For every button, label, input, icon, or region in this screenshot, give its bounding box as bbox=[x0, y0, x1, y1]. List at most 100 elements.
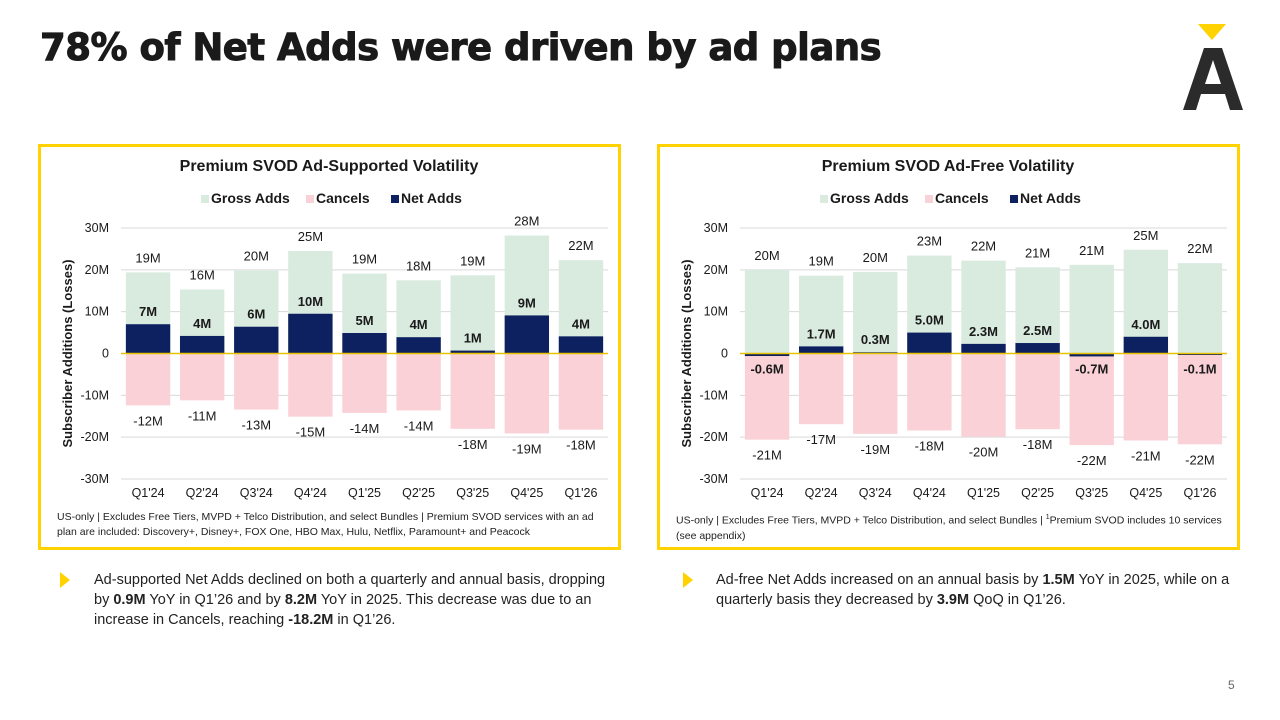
x-tick-label: Q2'25 bbox=[1021, 486, 1054, 500]
cancels-label: -13M bbox=[241, 418, 271, 433]
net-adds-bar bbox=[396, 337, 441, 354]
net-adds-label: 5.0M bbox=[915, 313, 944, 328]
x-tick-label: Q4'25 bbox=[1129, 486, 1162, 500]
page-number: 5 bbox=[1228, 678, 1235, 692]
ad-supported-insight: Ad-supported Net Adds declined on both a… bbox=[94, 570, 614, 630]
legend-label: Net Adds bbox=[401, 190, 462, 206]
cancels-bar bbox=[798, 353, 844, 425]
legend-label: Cancels bbox=[316, 190, 370, 206]
x-tick-label: Q2'24 bbox=[805, 486, 838, 500]
net-adds-bar bbox=[450, 350, 495, 354]
gross-adds-bar bbox=[1015, 267, 1060, 354]
highlight-value: 8.2M bbox=[284, 592, 318, 608]
x-tick-label: Q1'25 bbox=[967, 486, 1000, 500]
y-tick-label: 30M bbox=[704, 221, 728, 235]
net-adds-label: 4M bbox=[572, 316, 590, 331]
cancels-bar bbox=[1069, 353, 1114, 446]
net-adds-bar bbox=[125, 324, 171, 354]
y-tick-label: 20M bbox=[704, 263, 728, 277]
net-adds-label: 0.3M bbox=[861, 332, 890, 347]
footnote-superscript: 1 bbox=[1045, 514, 1050, 521]
highlight-value: 3.9M bbox=[936, 592, 970, 608]
footnote-text: US-only | Excludes Free Tiers, MVPD + Te… bbox=[57, 511, 594, 538]
net-adds-bar bbox=[288, 313, 333, 354]
y-tick-label: -10M bbox=[81, 388, 109, 402]
gross-adds-label: 20M bbox=[244, 249, 269, 264]
net-adds-label: 4M bbox=[193, 316, 211, 331]
gross-adds-label: 20M bbox=[863, 250, 888, 265]
cancels-label: -21M bbox=[752, 448, 782, 463]
cancels-bar bbox=[961, 353, 1006, 437]
legend-swatch bbox=[306, 195, 314, 203]
x-tick-label: Q3'24 bbox=[240, 486, 273, 500]
net-adds-label: -0.1M bbox=[1183, 362, 1216, 377]
gross-adds-label: 28M bbox=[514, 214, 539, 229]
ad-free-footnote: US-only | Excludes Free Tiers, MVPD + Te… bbox=[676, 510, 1228, 544]
cancels-label: -22M bbox=[1077, 453, 1107, 468]
net-adds-bar bbox=[558, 336, 604, 354]
x-tick-label: Q4'25 bbox=[510, 486, 543, 500]
gross-adds-bar bbox=[1069, 264, 1114, 354]
y-tick-label: 20M bbox=[85, 263, 109, 277]
gross-adds-label: 22M bbox=[1187, 241, 1212, 256]
insight-text: Ad-supported Net Adds declined on both a… bbox=[94, 572, 606, 608]
x-tick-label: Q4'24 bbox=[294, 486, 327, 500]
net-adds-label: 7M bbox=[139, 304, 157, 319]
highlight-value: 0.9M bbox=[113, 592, 146, 608]
insight-text: YoY in 2025. This decrease was due to an… bbox=[94, 592, 592, 628]
legend-label: Cancels bbox=[935, 190, 989, 206]
footnote-text: US-only | Excludes Free Tiers, MVPD + Te… bbox=[676, 514, 1046, 527]
cancels-bar bbox=[179, 353, 225, 401]
gross-adds-label: 19M bbox=[460, 253, 485, 268]
gross-adds-label: 16M bbox=[190, 267, 215, 282]
cancels-bar bbox=[744, 353, 790, 440]
y-tick-label: -20M bbox=[81, 430, 109, 444]
gross-adds-label: 19M bbox=[135, 250, 160, 265]
gross-adds-label: 22M bbox=[568, 238, 593, 253]
gross-adds-label: 19M bbox=[352, 252, 377, 267]
page-title: 78% of Net Adds were driven by ad plans bbox=[39, 26, 882, 70]
x-tick-label: Q1'26 bbox=[1183, 486, 1216, 500]
y-tick-label: 10M bbox=[85, 305, 109, 319]
gross-adds-label: 25M bbox=[1133, 228, 1158, 243]
highlight-value: -18.2M bbox=[288, 612, 334, 628]
cancels-bar bbox=[450, 353, 495, 429]
insight-text: QoQ in Q1’26. bbox=[969, 592, 1066, 608]
y-tick-label: -20M bbox=[700, 430, 728, 444]
x-tick-label: Q1'25 bbox=[348, 486, 381, 500]
x-tick-label: Q1'24 bbox=[751, 486, 784, 500]
gross-adds-label: 19M bbox=[809, 254, 834, 269]
cancels-label: -19M bbox=[860, 442, 890, 457]
x-tick-label: Q3'25 bbox=[456, 486, 489, 500]
bullet-arrow-icon bbox=[60, 572, 70, 588]
insight-text: in Q1’26. bbox=[333, 612, 396, 628]
cancels-bar bbox=[342, 353, 387, 413]
y-tick-label: -30M bbox=[81, 472, 109, 486]
cancels-label: -18M bbox=[1023, 437, 1053, 452]
net-adds-label: 1.7M bbox=[807, 326, 836, 341]
y-tick-label: -10M bbox=[700, 388, 728, 402]
cancels-label: -20M bbox=[969, 445, 999, 460]
net-adds-bar bbox=[504, 315, 550, 354]
legend-swatch bbox=[391, 195, 399, 203]
y-tick-label: 30M bbox=[85, 221, 109, 235]
ad-supported-volatility-chart: Premium SVOD Ad-Supported Volatility Gros… bbox=[60, 158, 608, 500]
y-tick-label: 10M bbox=[704, 305, 728, 319]
cancels-bar bbox=[853, 353, 898, 434]
legend-label: Gross Adds bbox=[211, 190, 290, 206]
cancels-label: -14M bbox=[350, 421, 380, 436]
net-adds-bar bbox=[234, 326, 279, 354]
net-adds-label: 10M bbox=[298, 294, 323, 309]
x-tick-label: Q4'24 bbox=[913, 486, 946, 500]
net-adds-bar bbox=[1069, 353, 1114, 357]
cancels-bar bbox=[1123, 353, 1169, 441]
cancels-label: -12M bbox=[133, 413, 163, 428]
cancels-bar bbox=[907, 353, 952, 431]
x-tick-label: Q2'24 bbox=[186, 486, 219, 500]
net-adds-bar bbox=[961, 343, 1006, 354]
ad-supported-footnote: US-only | Excludes Free Tiers, MVPD + Te… bbox=[57, 510, 609, 540]
cancels-bar bbox=[288, 353, 333, 417]
legend-swatch bbox=[925, 195, 933, 203]
cancels-label: -22M bbox=[1185, 452, 1215, 467]
gross-adds-bar bbox=[798, 275, 844, 354]
